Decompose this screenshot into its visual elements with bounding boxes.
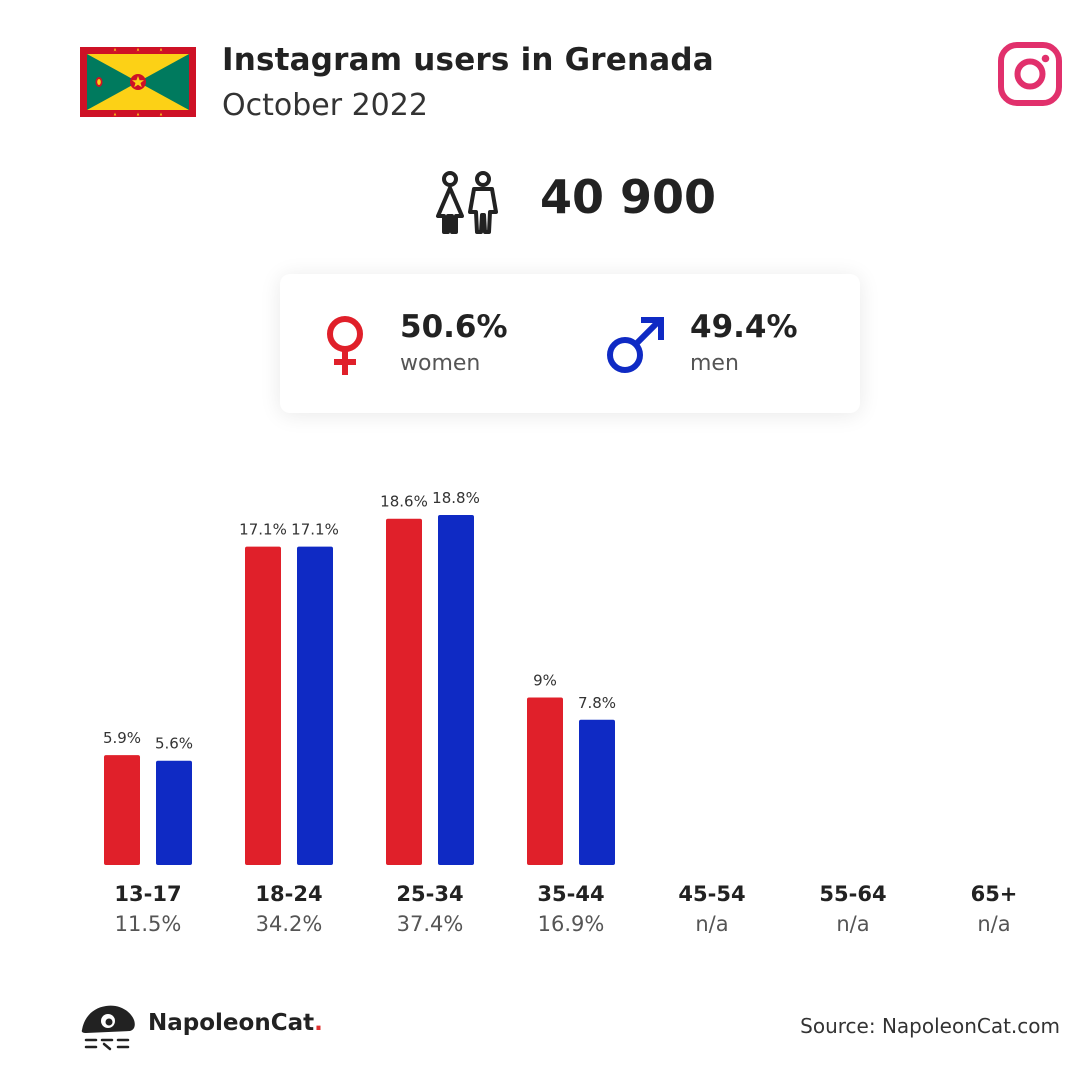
age-group-share: 34.2% — [255, 912, 323, 936]
bar-value-label: 18.8% — [432, 489, 480, 507]
gender-split-card: 50.6% women 49.4% men — [280, 274, 860, 413]
age-group-share: n/a — [977, 912, 1011, 936]
age-group-label: 65+ — [970, 882, 1018, 906]
age-group-label: 25-34 — [396, 882, 464, 906]
instagram-icon — [998, 42, 1062, 106]
bar-value-label: 9% — [533, 671, 557, 689]
page-subtitle: October 2022 — [222, 88, 428, 123]
bar-25-34-series-0 — [386, 518, 422, 865]
age-group-label: 55-64 — [819, 882, 887, 906]
bar-value-label: 17.1% — [239, 521, 287, 539]
source-credit: Source: NapoleonCat.com — [800, 1014, 1060, 1038]
bar-13-17-series-1 — [156, 760, 192, 865]
age-group-label: 13-17 — [114, 882, 182, 906]
age-group-share: n/a — [836, 912, 870, 936]
bar-25-34-series-1 — [438, 515, 474, 865]
age-group-label: 45-54 — [678, 882, 746, 906]
age-group-13-17: 13-17 11.5% — [78, 882, 218, 936]
bar-18-24-series-1 — [297, 546, 333, 865]
men-label: men — [690, 351, 739, 376]
napoleoncat-logo-icon — [81, 1005, 135, 1051]
age-group-share: 16.9% — [537, 912, 605, 936]
brand-text: NapoleonCat — [148, 1010, 315, 1036]
age-group-labels: 13-17 11.5% 18-24 34.2% 25-34 37.4% 35-44 16.9%… — [0, 882, 1080, 952]
bar-value-label: 5.6% — [155, 735, 193, 753]
male-symbol-icon — [607, 317, 664, 373]
bar-value-label: 17.1% — [291, 521, 339, 539]
age-group-45-54: 45-54 n/a — [642, 882, 782, 936]
bar-18-24-series-0 — [245, 546, 281, 865]
bar-value-label: 18.6% — [380, 493, 428, 511]
women-percentage: 50.6% — [400, 309, 508, 345]
age-group-label: 18-24 — [255, 882, 323, 906]
grenada-flag-icon — [80, 47, 196, 117]
brand-dot: . — [314, 1010, 323, 1036]
age-group-share: n/a — [695, 912, 729, 936]
age-group-35-44: 35-44 16.9% — [501, 882, 641, 936]
age-group-label: 35-44 — [537, 882, 605, 906]
men-percentage: 49.4% — [690, 309, 798, 345]
bar-35-44-series-0 — [527, 697, 563, 865]
age-group-share: 37.4% — [396, 912, 464, 936]
bar-value-label: 7.8% — [578, 694, 616, 712]
age-group-18-24: 18-24 34.2% — [219, 882, 359, 936]
age-group-55-64: 55-64 n/a — [783, 882, 923, 936]
bar-13-17-series-0 — [104, 755, 140, 865]
age-group-65+: 65+ n/a — [924, 882, 1064, 936]
bar-value-label: 5.9% — [103, 729, 141, 747]
page-title: Instagram users in Grenada — [222, 42, 714, 78]
bar-35-44-series-1 — [579, 719, 615, 865]
brand-name: NapoleonCat. — [148, 1010, 323, 1036]
age-group-25-34: 25-34 37.4% — [360, 882, 500, 936]
total-users-value: 40 900 — [540, 170, 717, 224]
female-symbol-icon — [327, 316, 363, 375]
users-icon — [436, 171, 498, 234]
age-gender-bar-chart: 5.9% 5.6% 17.1% 17.1% 18.6% 18.8% 9% 7.8% — [103, 489, 616, 865]
age-group-share: 11.5% — [114, 912, 182, 936]
women-label: women — [400, 351, 481, 376]
